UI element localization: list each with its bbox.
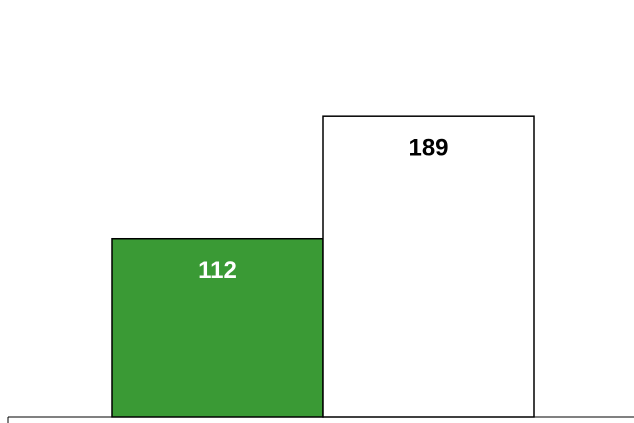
data-label: 112 xyxy=(198,257,237,284)
data-label: 189 xyxy=(408,135,448,162)
bar xyxy=(111,237,324,418)
bar xyxy=(322,115,535,418)
